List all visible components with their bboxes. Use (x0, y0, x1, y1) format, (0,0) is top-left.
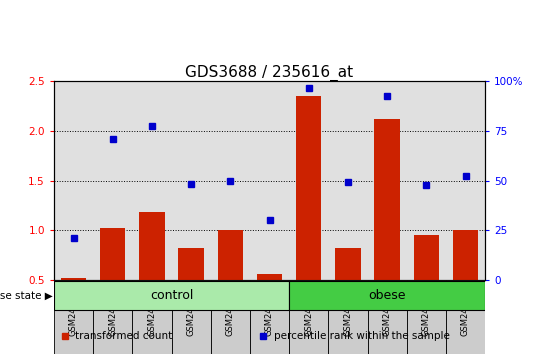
Bar (93, 280, 132, 354)
Text: disease state ▶: disease state ▶ (0, 291, 53, 301)
Text: GSM243215: GSM243215 (69, 285, 78, 336)
Bar (375, 119, 400, 280)
Bar (218, 230, 243, 280)
Title: GDS3688 / 235616_at: GDS3688 / 235616_at (185, 65, 354, 81)
Bar (453, 230, 478, 280)
Bar (211, 280, 250, 354)
Text: GSM243225: GSM243225 (304, 285, 313, 336)
Bar (132, 280, 171, 354)
Text: GSM243220: GSM243220 (265, 285, 274, 336)
Bar (368, 280, 407, 354)
Text: GSM243216: GSM243216 (108, 285, 117, 336)
Text: obese: obese (368, 289, 406, 302)
Text: transformed count: transformed count (75, 331, 172, 341)
Text: GSM243227: GSM243227 (383, 285, 392, 336)
Bar (257, 274, 282, 280)
Bar (335, 248, 361, 280)
Bar (413, 235, 439, 280)
Bar (289, 280, 328, 354)
Bar (446, 280, 485, 354)
Text: GSM243226: GSM243226 (343, 285, 353, 336)
Bar (54, 281, 289, 310)
Bar (296, 96, 321, 280)
Bar (250, 280, 289, 354)
Bar (54, 280, 93, 354)
Bar (328, 280, 368, 354)
Bar (171, 280, 211, 354)
Text: GSM243217: GSM243217 (147, 285, 156, 336)
Bar (139, 212, 164, 280)
Text: GSM243275: GSM243275 (461, 285, 470, 336)
Text: GSM243219: GSM243219 (226, 285, 235, 336)
Bar (178, 248, 204, 280)
Text: percentile rank within the sample: percentile rank within the sample (274, 331, 450, 341)
Bar (61, 278, 86, 280)
Text: GSM243228: GSM243228 (422, 285, 431, 336)
Bar (289, 281, 485, 310)
Text: GSM243218: GSM243218 (186, 285, 196, 336)
Bar (407, 280, 446, 354)
Text: control: control (150, 289, 193, 302)
Bar (100, 228, 126, 280)
